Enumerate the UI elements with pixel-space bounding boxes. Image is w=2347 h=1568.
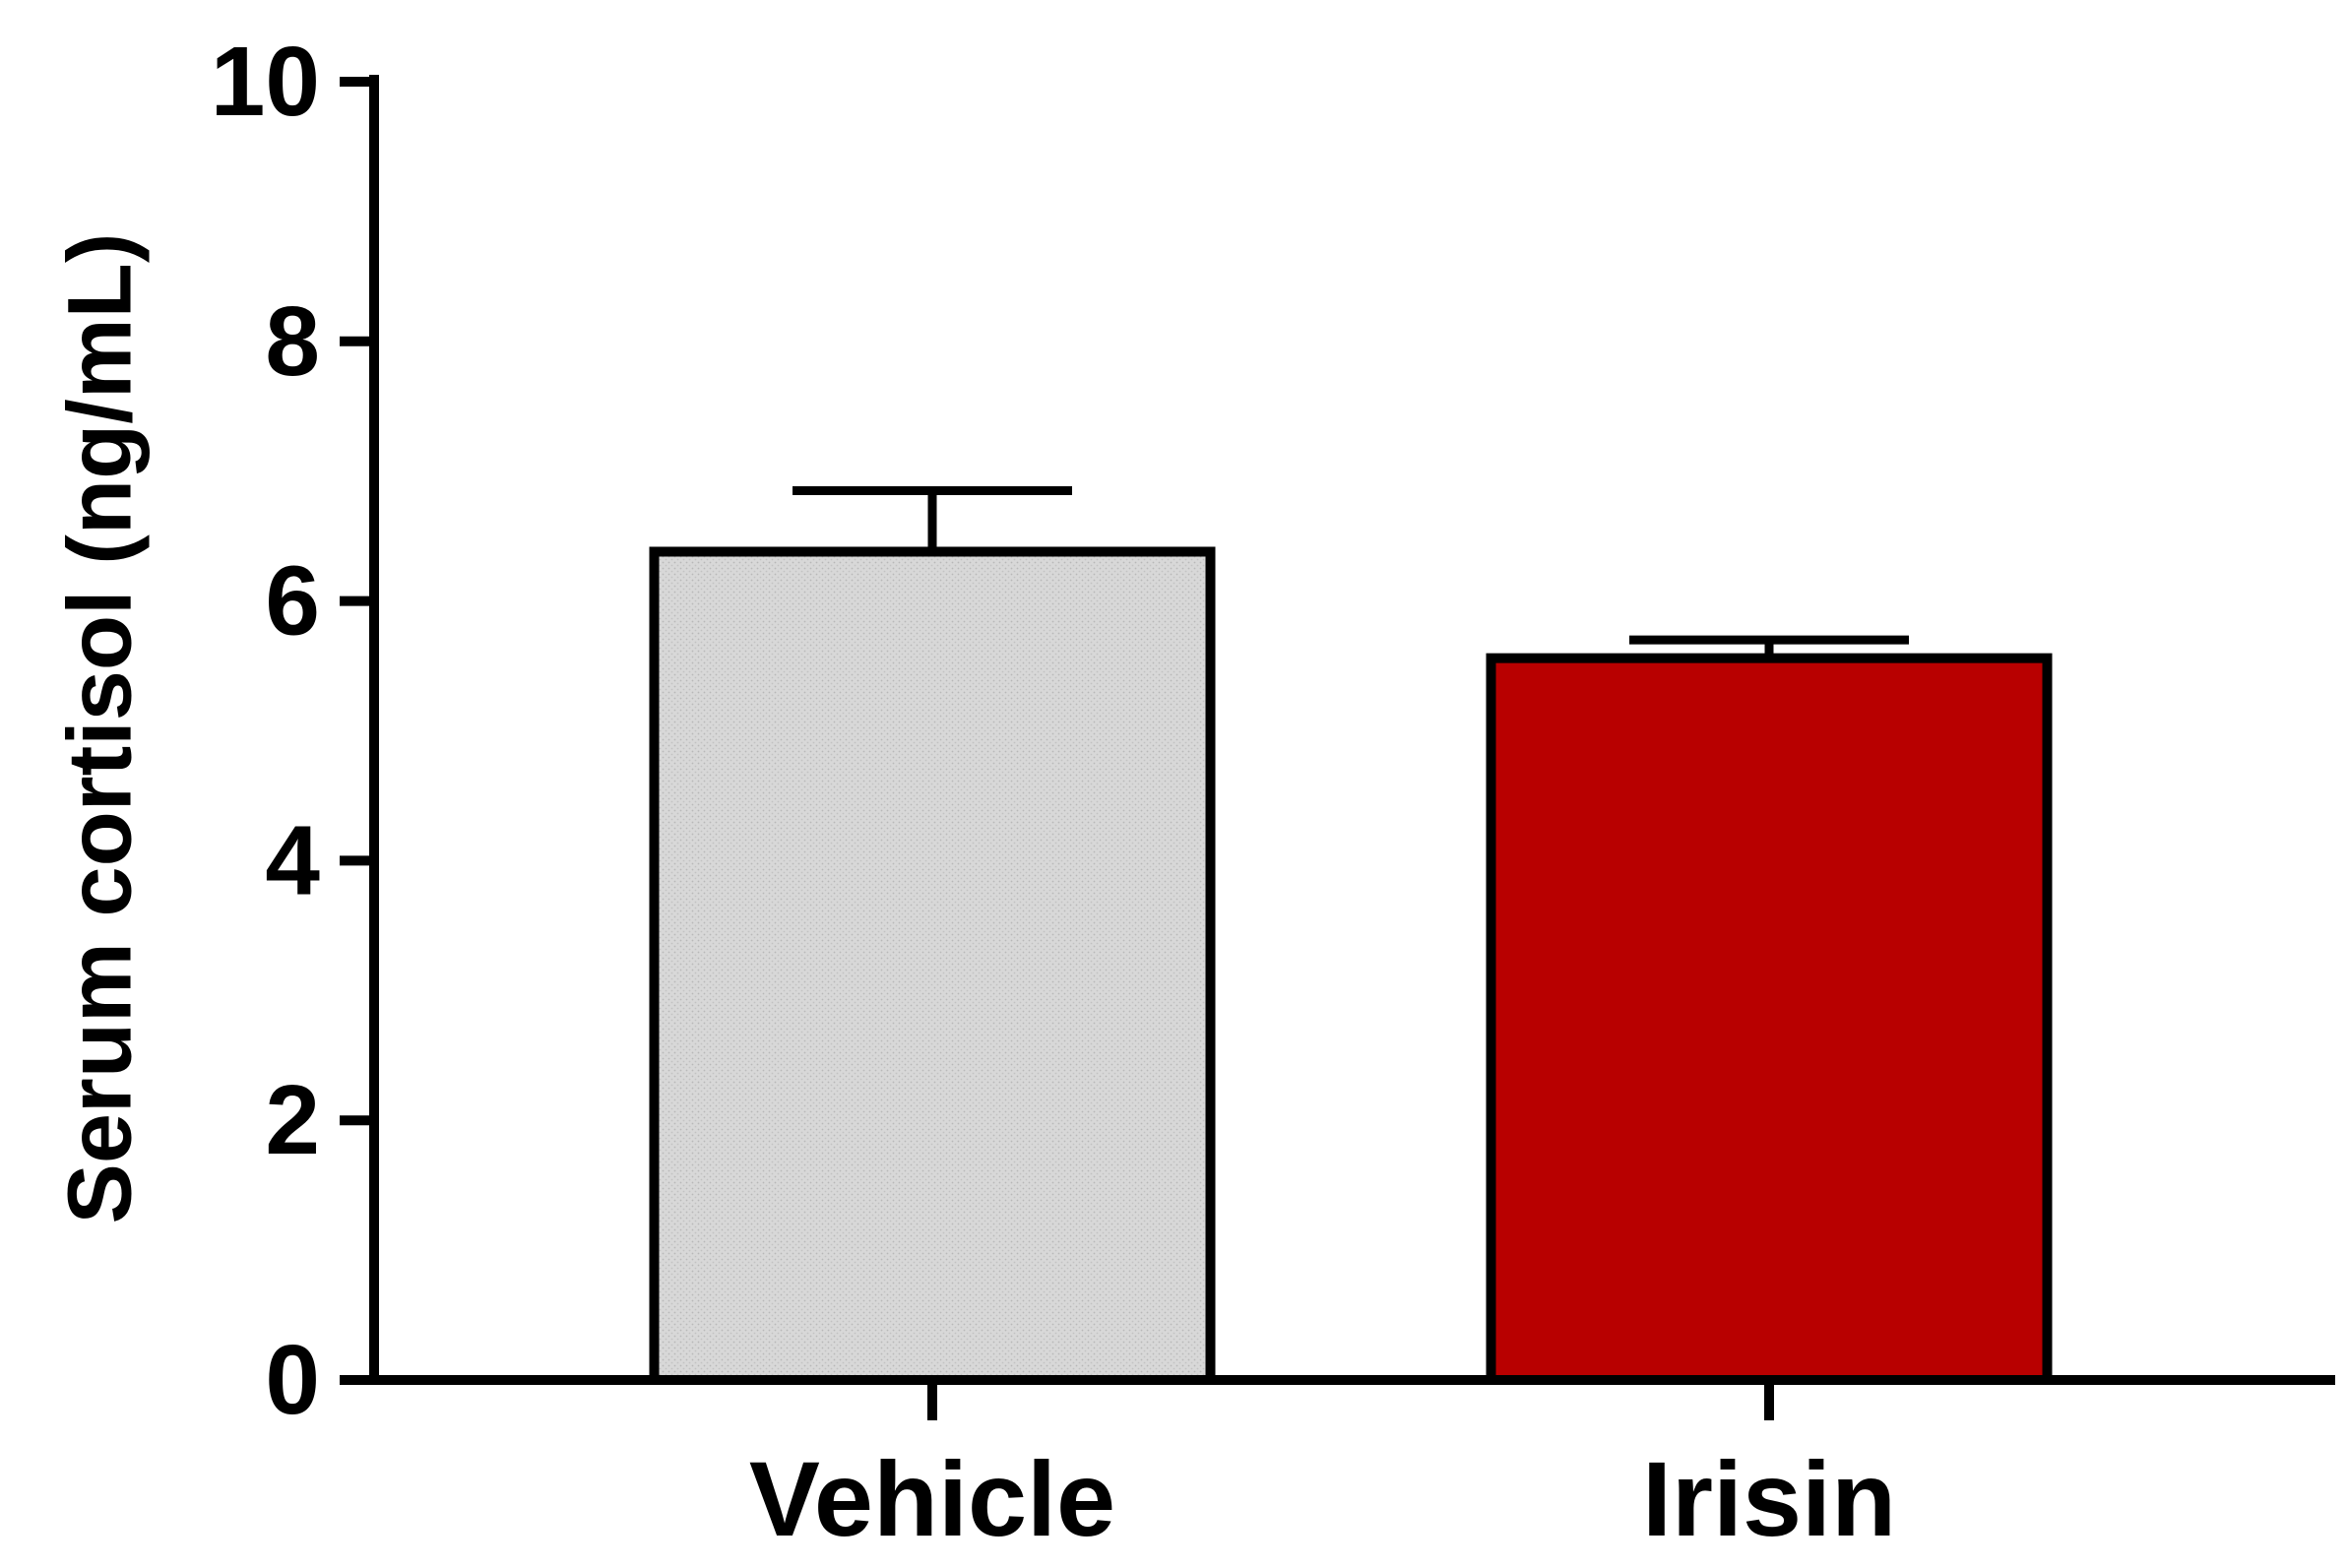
bar-vehicle bbox=[649, 546, 1216, 1385]
x-tick-label-vehicle: Vehicle bbox=[749, 1439, 1115, 1558]
bars-layer bbox=[649, 485, 2053, 1385]
y-tick-label: 0 bbox=[265, 1325, 320, 1435]
y-tick-label: 4 bbox=[265, 805, 320, 915]
x-tick-label-irisin: Irisin bbox=[1642, 1439, 1896, 1558]
axes-layer bbox=[340, 75, 2335, 1385]
y-ticks: 0 2 4 6 8 10 bbox=[211, 27, 374, 1435]
y-tick-label: 6 bbox=[265, 546, 320, 657]
y-tick-label: 8 bbox=[265, 286, 320, 397]
y-tick-label: 2 bbox=[265, 1065, 320, 1175]
x-ticks: Vehicle Irisin bbox=[749, 1380, 1896, 1558]
bar-irisin bbox=[1486, 653, 2053, 1385]
y-axis-title: Serum cortisol (ng/mL) bbox=[49, 233, 150, 1224]
y-tick-label: 10 bbox=[211, 27, 320, 137]
